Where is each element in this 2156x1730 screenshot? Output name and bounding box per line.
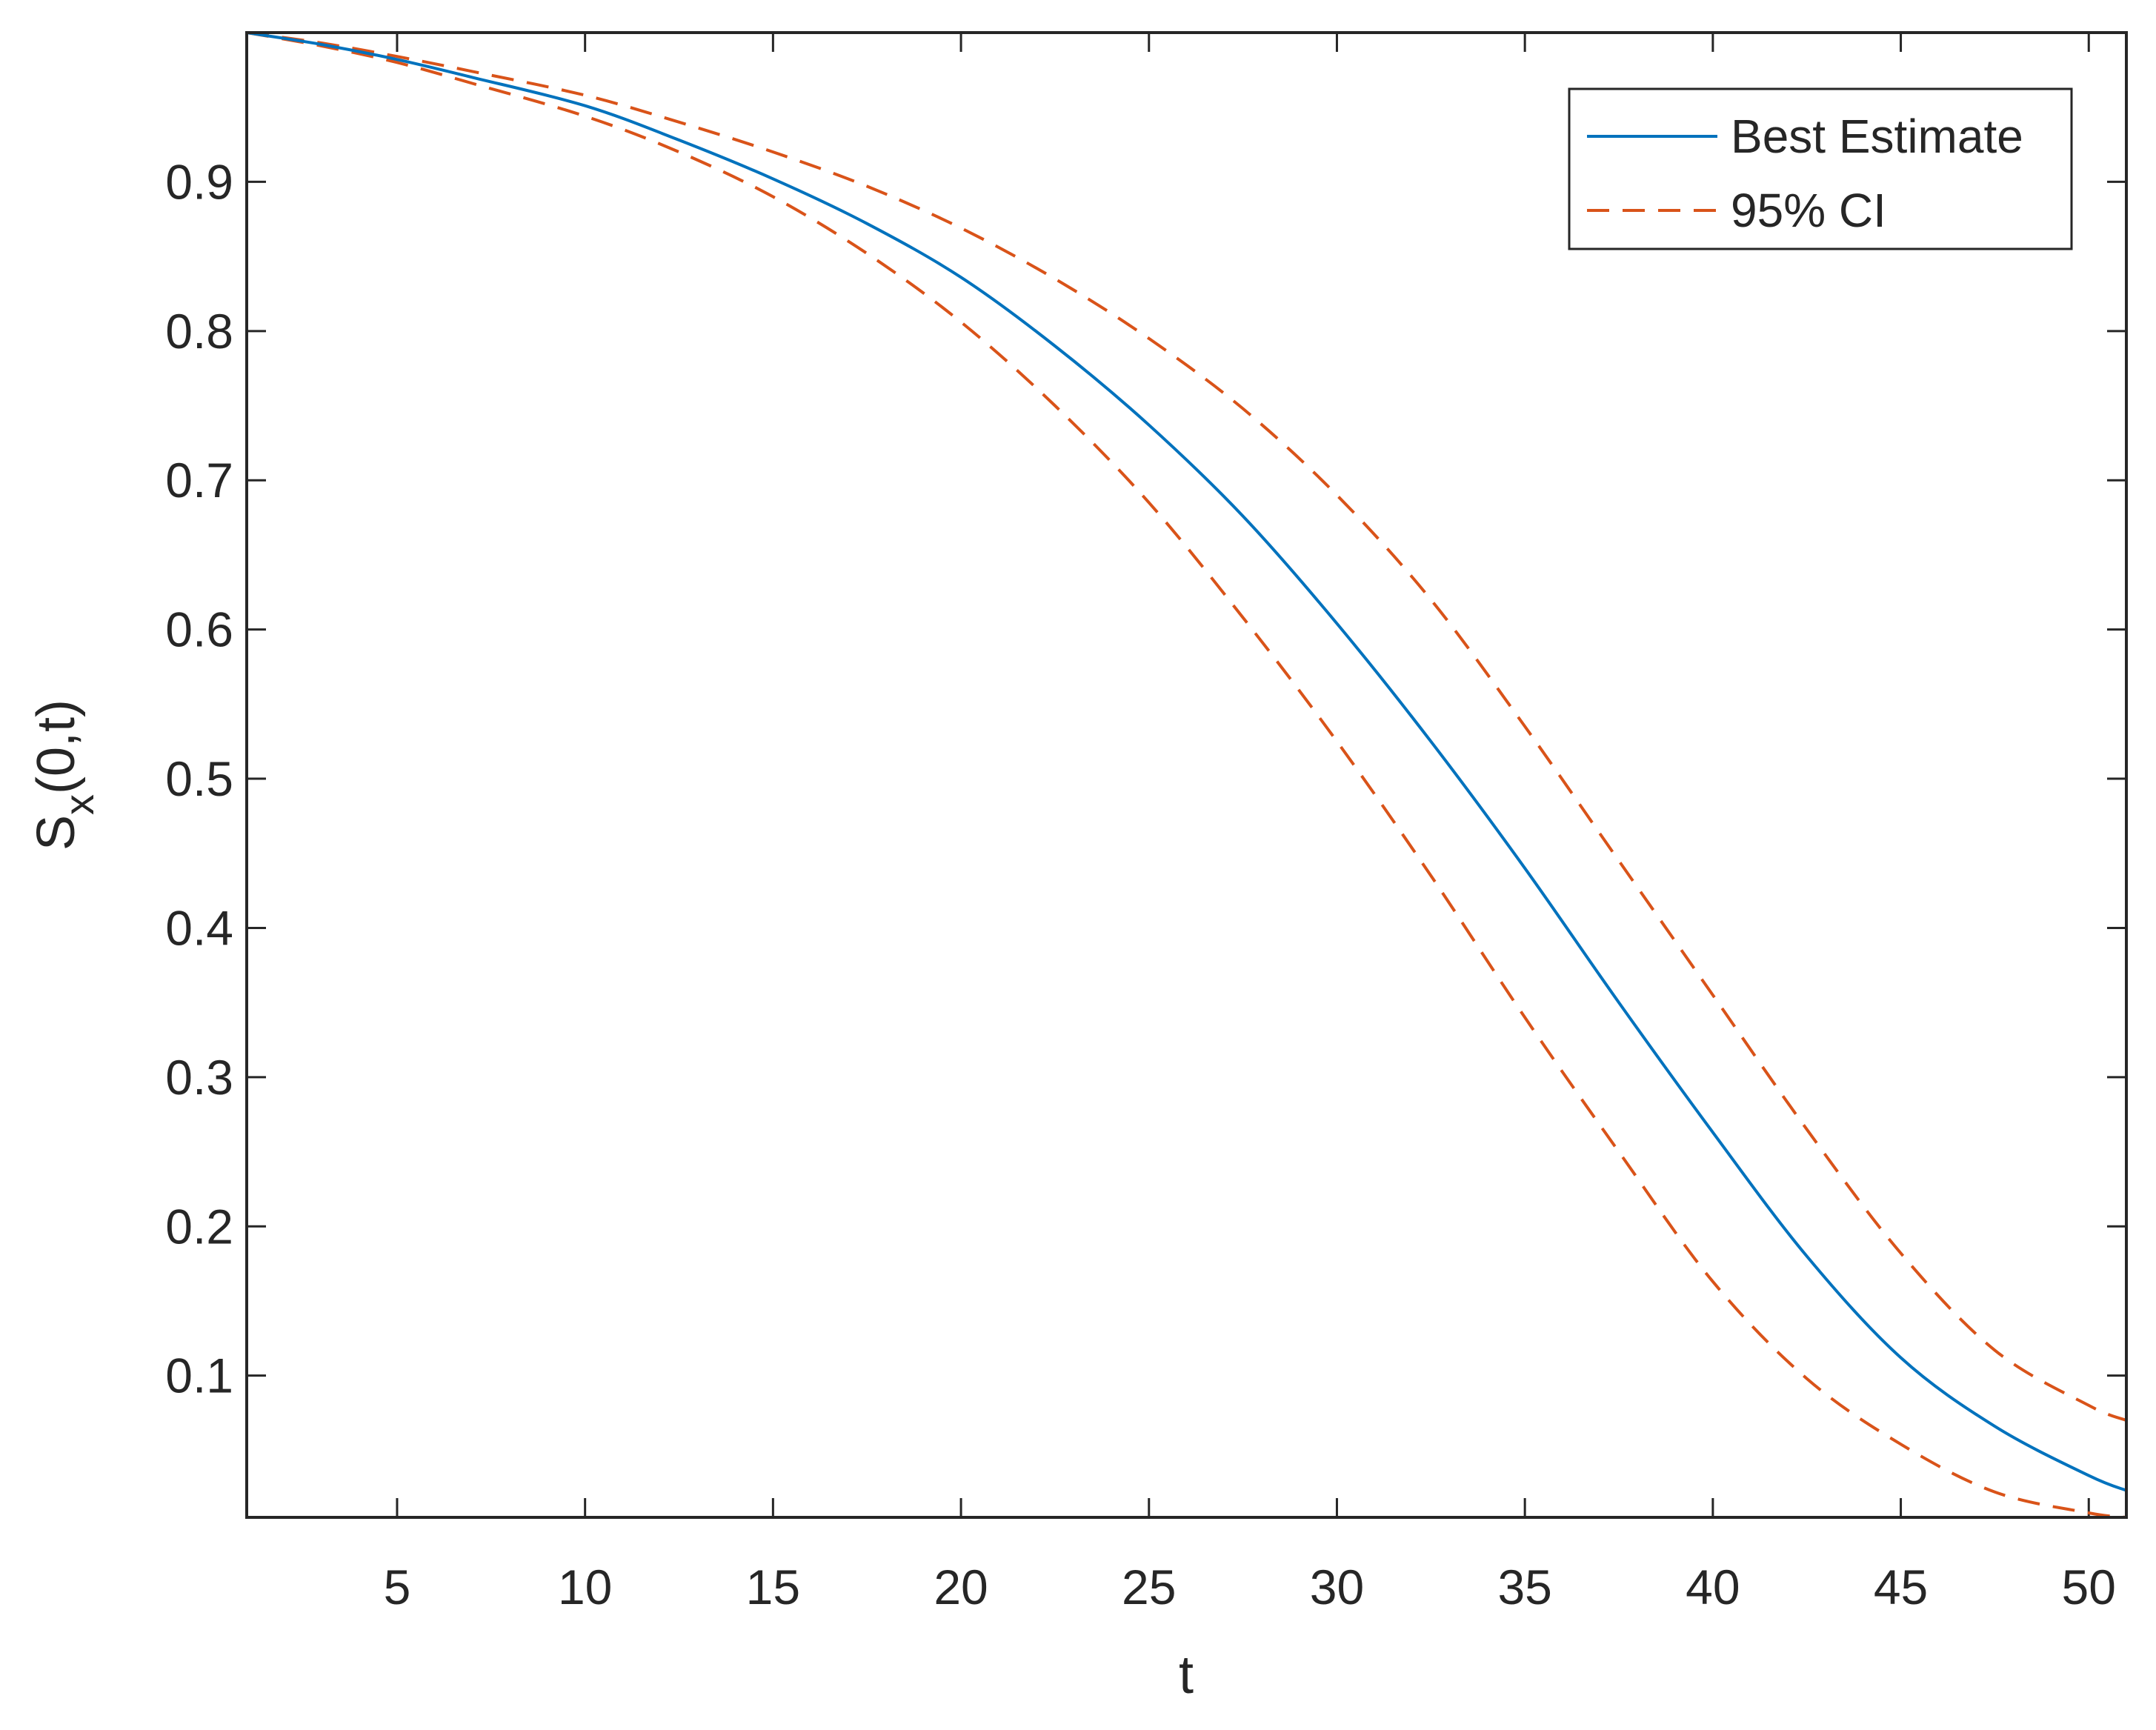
y-tick-label: 0.8 <box>165 304 233 359</box>
x-tick-label: 35 <box>1497 1560 1551 1614</box>
x-tick-label: 20 <box>934 1560 988 1614</box>
series-line-ci-upper <box>246 31 2127 1422</box>
x-tick-label: 30 <box>1310 1560 1364 1614</box>
legend: Best Estimate 95% CI <box>1568 87 2073 250</box>
y-axis-label-subscript: x <box>56 794 102 815</box>
y-tick-label: 0.9 <box>165 154 233 209</box>
series-line-ci-lower <box>246 31 2127 1519</box>
y-tick-label: 0.3 <box>165 1050 233 1105</box>
plot-area <box>247 33 2126 1517</box>
ticks <box>247 33 2126 1517</box>
x-tick-label: 45 <box>1874 1560 1928 1614</box>
x-tick-label: 15 <box>746 1560 800 1614</box>
y-tick-labels: 0.1 0.2 0.3 0.4 0.5 0.6 0.7 0.8 0.9 <box>165 154 233 1403</box>
y-tick-label: 0.4 <box>165 900 233 955</box>
x-tick-labels: 5 10 15 20 25 30 35 40 45 50 <box>384 1560 2116 1614</box>
legend-box <box>1568 87 2073 250</box>
y-tick-label: 0.7 <box>165 453 233 508</box>
legend-label-95-ci: 95% CI <box>1731 184 1886 237</box>
x-axis-label: t <box>1179 1646 1194 1705</box>
x-tick-label: 5 <box>384 1560 411 1614</box>
x-tick-label: 50 <box>2062 1560 2116 1614</box>
legend-label-best-estimate: Best Estimate <box>1731 110 2023 163</box>
y-tick-label: 0.2 <box>165 1199 233 1254</box>
series-line-best-estimate <box>246 31 2127 1492</box>
plot-frame <box>245 31 2128 1519</box>
series-lines <box>246 31 2127 1519</box>
y-axis-label-main: S <box>27 815 86 851</box>
y-tick-label: 0.1 <box>165 1348 233 1403</box>
y-tick-label: 0.6 <box>165 602 233 657</box>
y-tick-label: 0.5 <box>165 751 233 806</box>
x-tick-label: 10 <box>558 1560 612 1614</box>
x-tick-label: 25 <box>1122 1560 1176 1614</box>
x-tick-label: 40 <box>1686 1560 1740 1614</box>
y-axis-label: Sx(0,t) <box>27 699 102 851</box>
y-axis-label-suffix: (0,t) <box>27 699 86 794</box>
